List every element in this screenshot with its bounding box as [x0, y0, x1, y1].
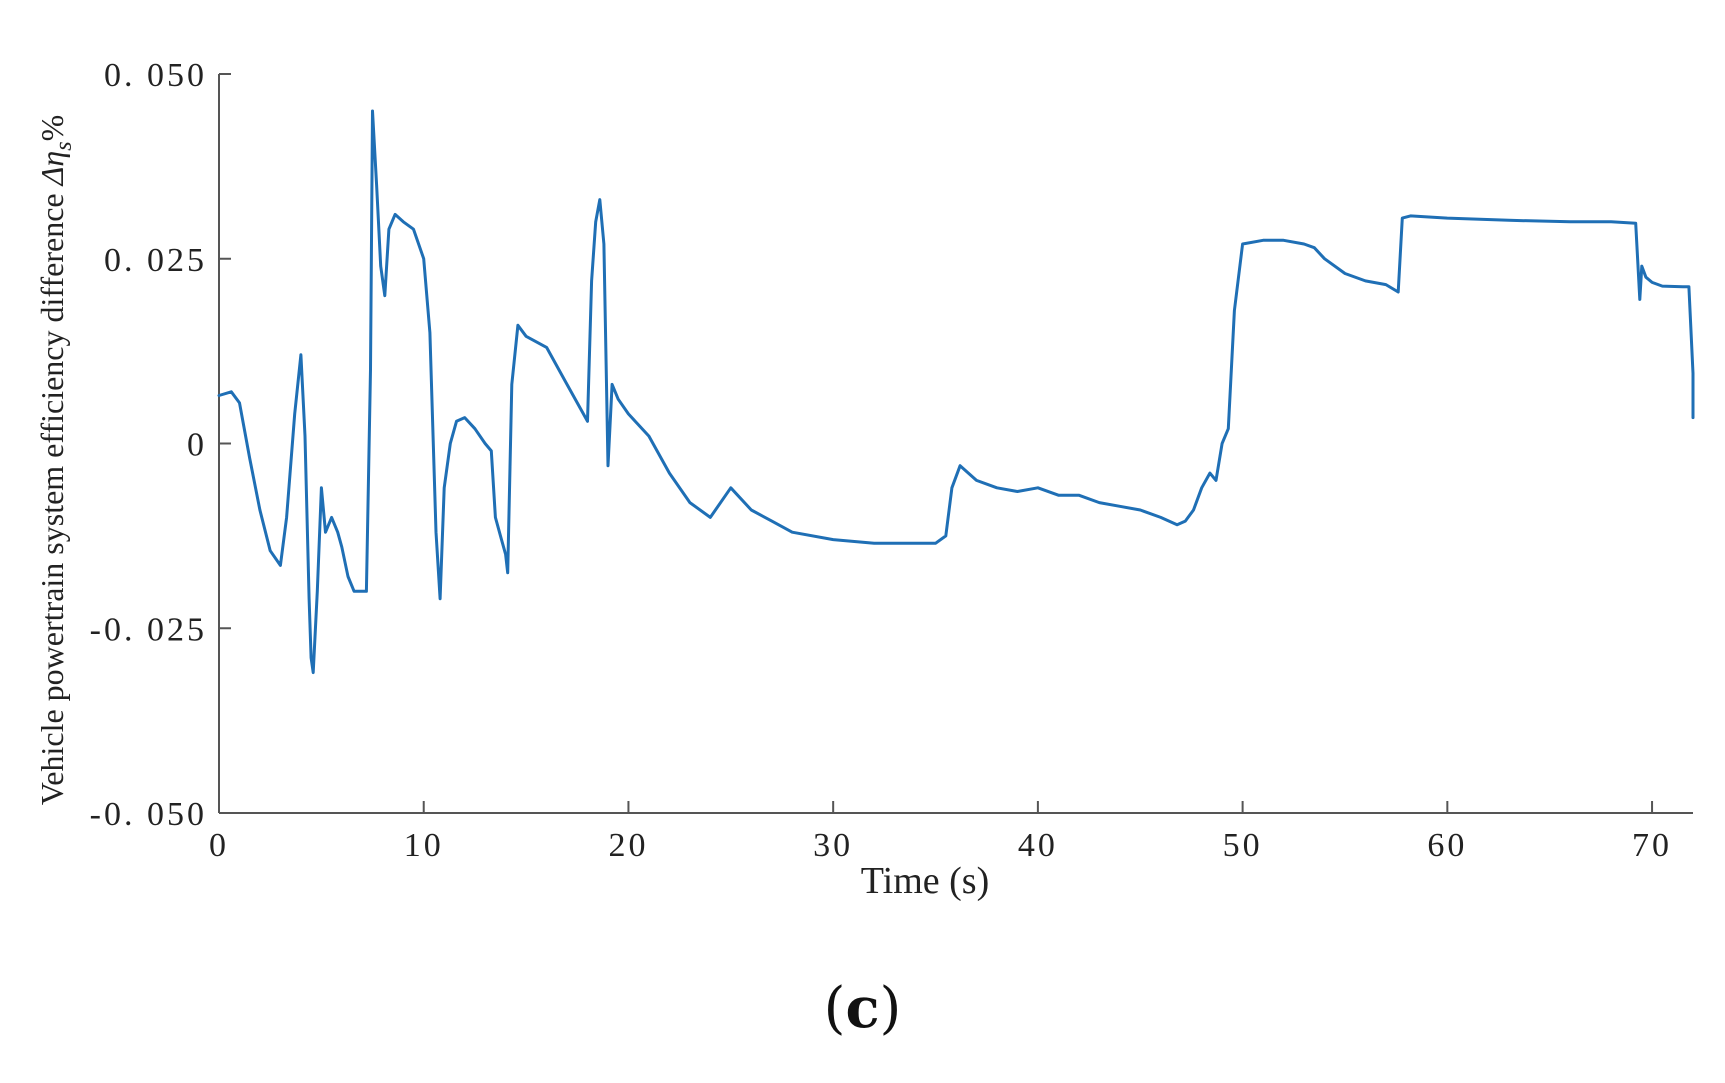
chart-ticks: 0 10 20 30 40 50 60 70 0. 050 0. 025 0 -0. 025 -0. 0…	[90, 57, 1672, 864]
chart-series-layer	[217, 109, 1695, 675]
x-tick-label: 10	[404, 827, 444, 864]
panel-label-letter: c	[845, 975, 880, 1041]
x-tick-label: 40	[1018, 827, 1058, 864]
panel-label: (c)	[0, 975, 1725, 1041]
efficiency-difference-chart: 0 10 20 30 40 50 60 70 0. 050 0. 025 0 -0. 025 -0. 0…	[34, 57, 1695, 902]
y-tick-label: 0. 025	[104, 242, 207, 279]
chart-axes	[218, 74, 1693, 814]
x-tick-label: 20	[608, 827, 648, 864]
y-axis-title-symbol: Δη	[34, 151, 70, 188]
y-tick-label: 0	[187, 427, 207, 464]
y-axis-title-suffix: %	[34, 115, 70, 142]
x-axis-title: Time (s)	[861, 860, 989, 902]
series-line	[217, 109, 1695, 675]
panel-label-close: )	[879, 976, 902, 1041]
y-axis-title-subscript: s	[51, 141, 77, 150]
panel-label-open: (	[823, 976, 846, 1041]
y-axis-title: Vehicle powertrain system efficiency dif…	[34, 115, 77, 806]
y-axis-title-text: Vehicle powertrain system efficiency dif…	[34, 185, 70, 805]
x-tick-label: 0	[209, 827, 229, 864]
y-tick-label: 0. 050	[104, 57, 207, 94]
y-tick-label: -0. 050	[90, 796, 207, 833]
x-tick-label: 60	[1427, 827, 1467, 864]
x-tick-label: 30	[813, 827, 853, 864]
x-tick-label: 50	[1223, 827, 1263, 864]
x-tick-label: 70	[1632, 827, 1672, 864]
y-tick-label: -0. 025	[90, 611, 207, 648]
